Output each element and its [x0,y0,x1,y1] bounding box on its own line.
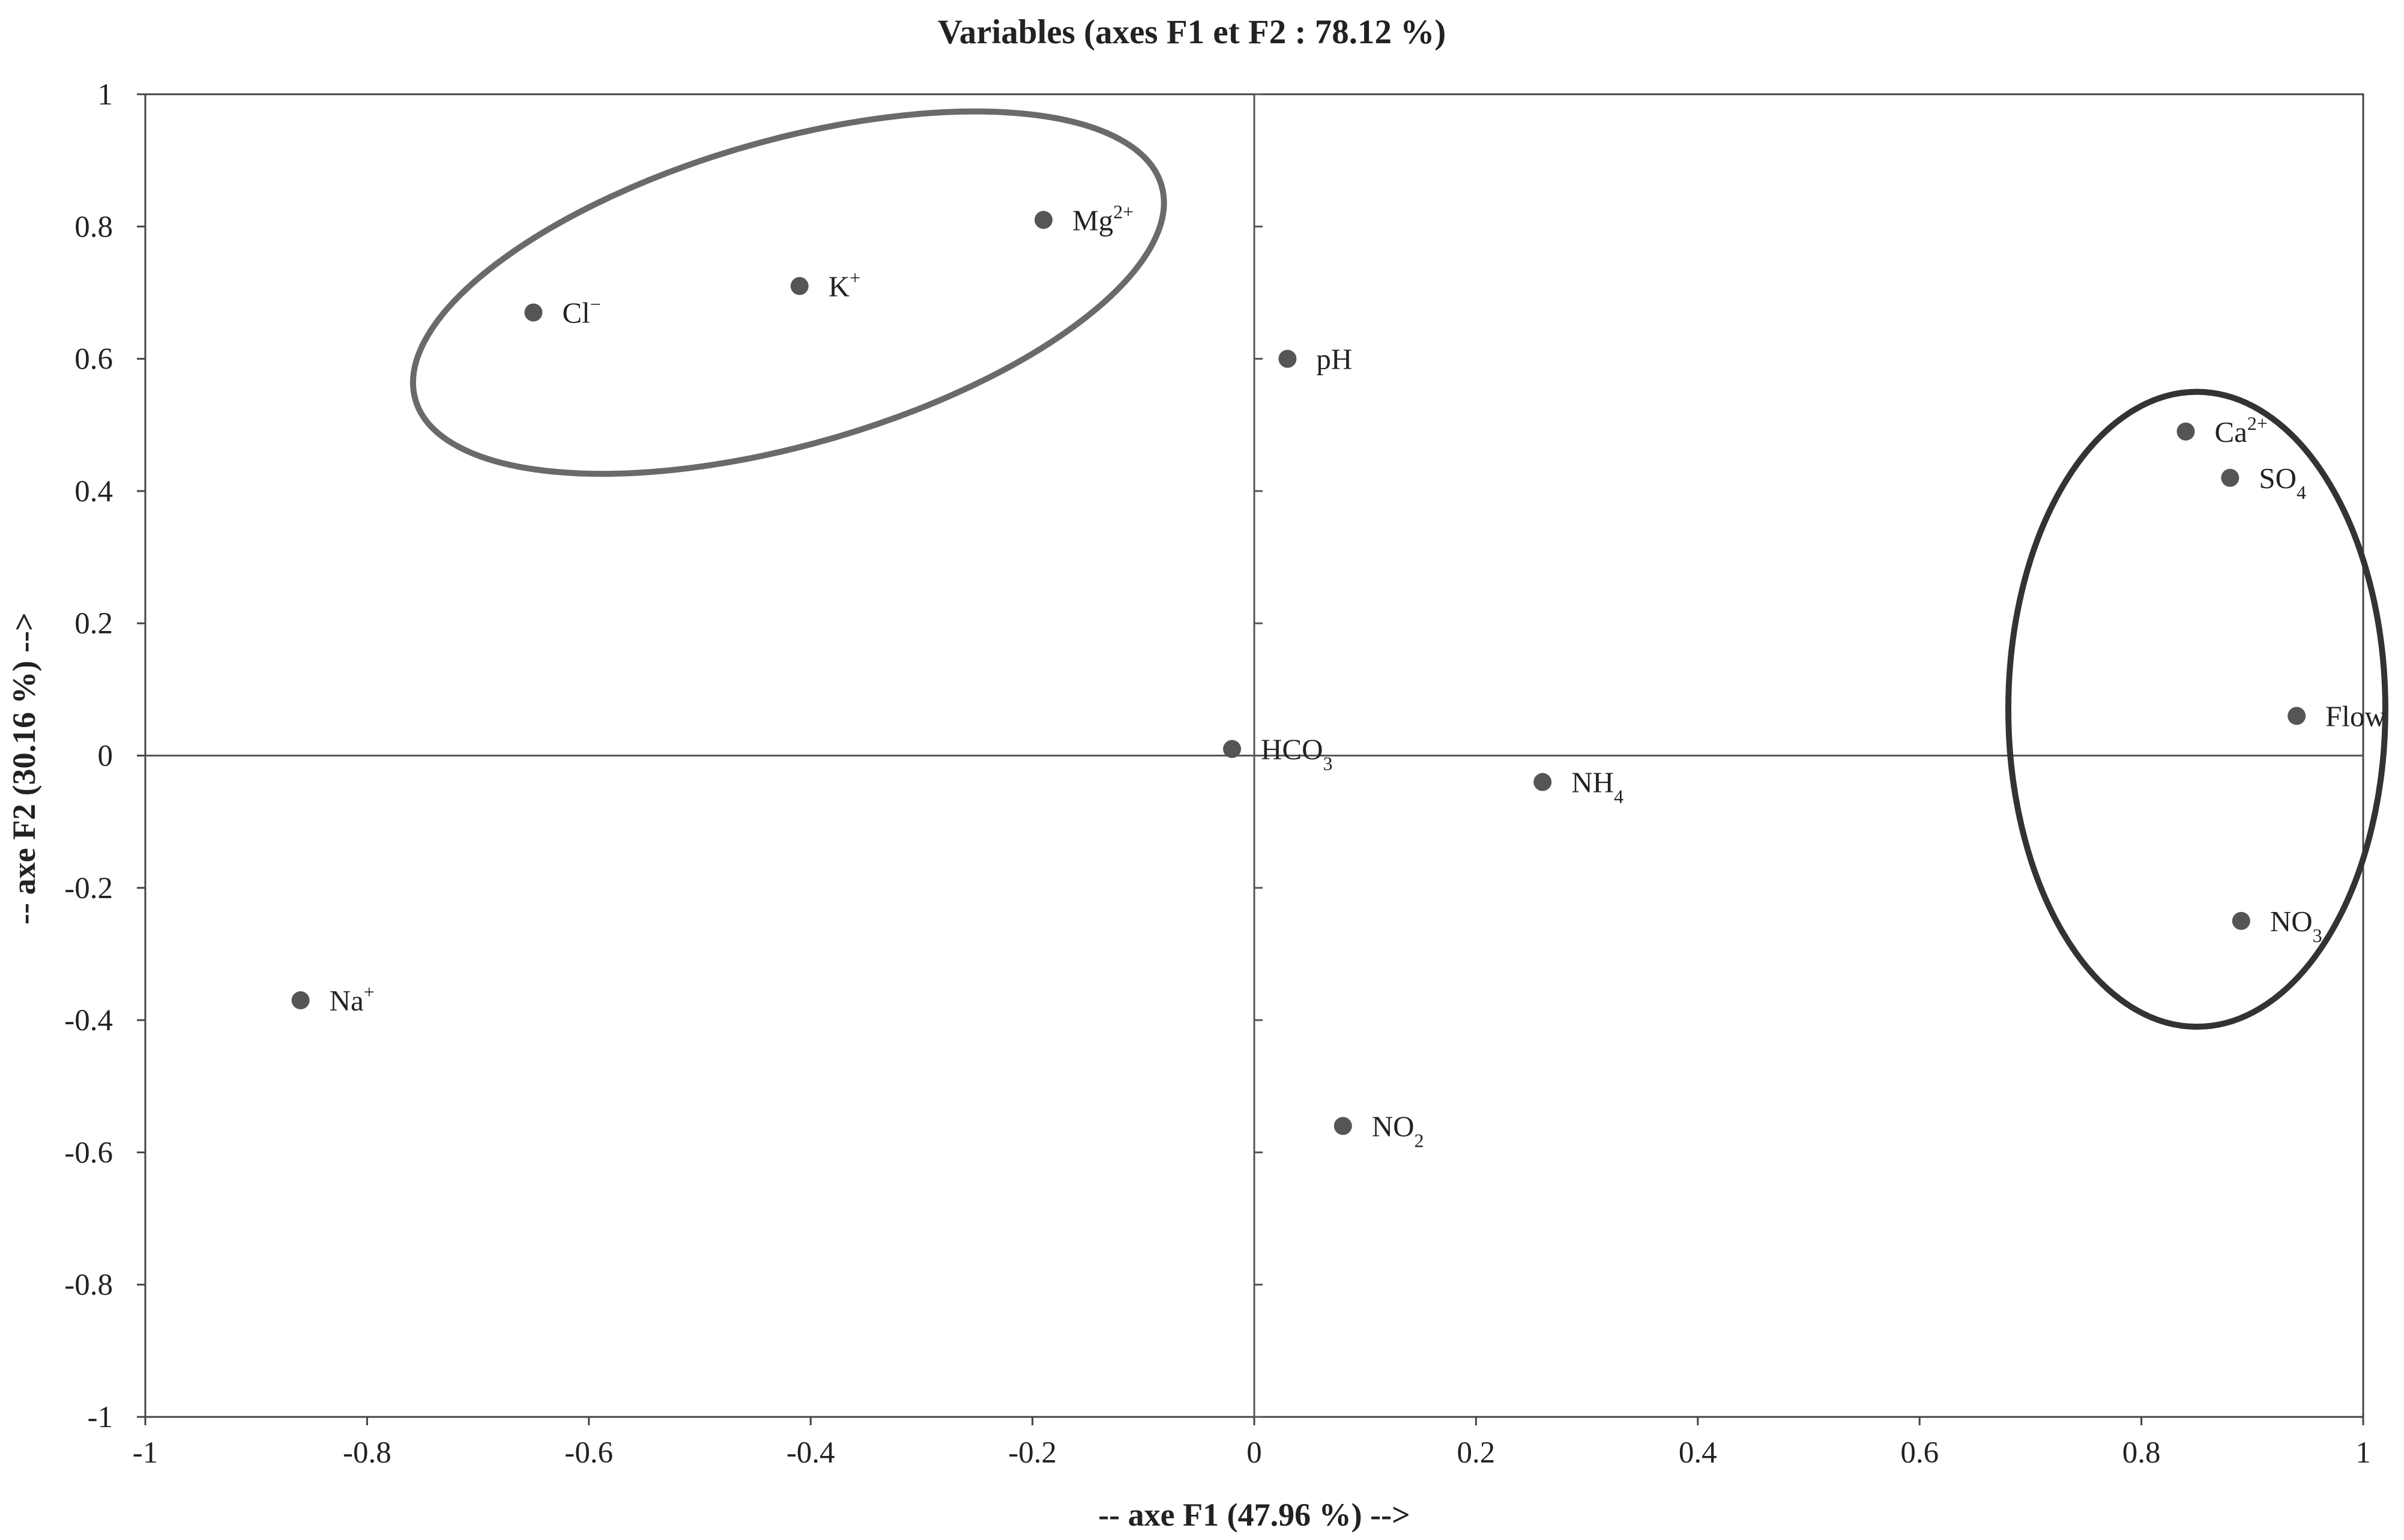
y-tick-label: 1 [98,78,113,112]
y-tick-label: -0.6 [64,1136,113,1170]
point-marker [790,277,809,295]
x-tick-label: 0.8 [2122,1436,2161,1470]
point-marker [1533,773,1552,791]
y-axis-title: -- axe F2 (30.16 %) --> [6,612,42,925]
point-label: Flow [2325,699,2386,732]
x-tick-label: 0.6 [1900,1436,1939,1470]
x-tick-label: -0.4 [787,1436,835,1470]
cluster-ellipse [2005,388,2388,1030]
y-tick-label: 0.6 [74,343,113,376]
data-point: Ca2+ [2176,412,2268,448]
data-point: NO3 [2232,905,2322,946]
data-point: SO4 [2221,462,2306,503]
point-label: NO2 [1372,1110,1424,1151]
x-tick-label: -0.6 [564,1436,613,1470]
cluster-ellipses [409,108,2388,1030]
data-point: K+ [790,267,860,303]
axes-layer: -1 -0.8 -0.6 -0.4 -0.2 0 0.2 0.4 0.6 0.8 1 -1 -0.8 -0… [64,78,2370,1470]
x-tick-label: -0.8 [343,1436,391,1470]
chart-title: Variables (axes F1 et F2 : 78.12 %) [938,13,1446,51]
point-marker [524,303,543,322]
data-points: Mg2+ K+ Cl− pH Ca2+ SO4 Flow HCO3 NH4 NO3 Na+ NO2 [291,201,2387,1151]
point-marker [2221,468,2239,487]
y-tick-label: 0.4 [74,475,113,509]
point-marker [1333,1117,1352,1135]
x-tick-label: -1 [133,1436,158,1470]
point-label: Mg2+ [1072,201,1134,237]
point-marker [1034,211,1053,229]
x-tick-label: 0.2 [1457,1436,1496,1470]
data-point: Na+ [291,981,375,1017]
y-tick-label: 0.2 [74,607,113,641]
point-label: HCO3 [1261,732,1332,774]
data-point: Mg2+ [1034,201,1134,237]
point-marker [2232,911,2250,930]
point-label: Cl− [562,293,600,329]
point-marker [2288,707,2306,725]
point-label: SO4 [2259,462,2306,503]
y-tick-label: 0 [98,740,113,773]
x-tick-label: 0.4 [1679,1436,1717,1470]
point-label: Na+ [330,981,375,1017]
y-tick-label: -0.8 [64,1269,113,1302]
point-marker [1278,349,1297,368]
data-point: NO2 [1333,1110,1424,1151]
y-tick-label: 0.8 [74,210,113,244]
x-tick-label: -0.2 [1008,1436,1057,1470]
point-label: Ca2+ [2214,412,2267,448]
point-marker [2176,422,2195,441]
y-tick-label: -1 [88,1401,113,1434]
data-point: HCO3 [1223,732,1333,774]
y-tick-label: -0.4 [64,1004,113,1037]
x-tick-label: 0 [1246,1436,1262,1470]
point-label: NH4 [1571,766,1623,808]
point-marker [1223,740,1242,758]
data-point: Cl− [524,293,601,329]
point-marker [291,991,310,1010]
data-point: NH4 [1533,766,1623,808]
point-label: K+ [829,267,860,303]
data-point: Flow [2288,699,2387,732]
x-tick-label: 1 [2355,1436,2371,1470]
y-tick-label: -0.2 [64,872,113,905]
data-point: pH [1278,343,1352,376]
cluster-ellipse [409,108,1167,477]
point-label: pH [1316,343,1352,376]
x-axis-title: -- axe F1 (47.96 %) --> [1098,1497,1410,1533]
point-label: NO3 [2270,905,2322,946]
